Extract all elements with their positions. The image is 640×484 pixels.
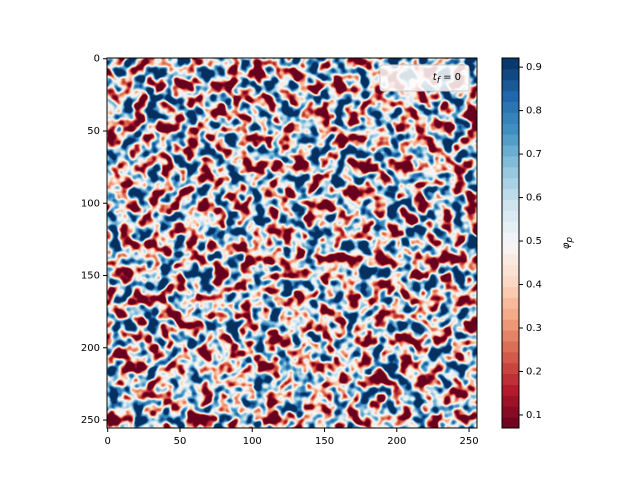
colorbar-band	[502, 166, 519, 179]
colorbar-band	[502, 330, 519, 342]
colorbar-band	[502, 243, 519, 255]
y-tick-label: 250	[81, 415, 100, 426]
colorbar-band	[502, 319, 519, 331]
colorbar-band	[502, 221, 519, 233]
colorbar-band	[502, 155, 519, 168]
colorbar-band	[502, 406, 519, 418]
colorbar-band	[502, 123, 519, 135]
colorbar-band	[502, 145, 519, 157]
legend-box	[379, 64, 470, 92]
colorbar-tick-label: 0.7	[526, 149, 542, 160]
colorbar-frame	[501, 57, 520, 429]
colorbar-band	[502, 362, 519, 375]
colorbar-band	[502, 373, 519, 385]
colorbar-tick-label: 0.6	[526, 193, 542, 204]
x-tick-label: 200	[387, 436, 406, 447]
colorbar-band	[502, 286, 519, 298]
colorbar-tick-label: 0.3	[526, 323, 542, 334]
colorbar-tick-label: 0.4	[526, 280, 542, 291]
colorbar-tick-label: 0.8	[526, 106, 542, 117]
heatmap-field	[107, 58, 477, 428]
colorbar-band	[502, 134, 519, 146]
colorbar-band	[502, 101, 519, 113]
colorbar-band	[502, 351, 519, 364]
colorbar-band	[502, 264, 519, 277]
x-tick-label: 150	[315, 436, 334, 447]
colorbar-band	[502, 297, 519, 309]
x-tick-label: 100	[243, 436, 262, 447]
colorbar-band	[502, 58, 519, 70]
colorbar-band	[502, 188, 519, 200]
y-tick-label: 0	[94, 54, 100, 65]
colorbar-band	[502, 68, 519, 81]
colorbar-band	[502, 340, 519, 353]
colorbar-band	[502, 384, 519, 396]
colorbar-band	[502, 275, 519, 288]
colorbar-band	[502, 112, 519, 124]
colorbar-label: φp	[561, 237, 575, 250]
axes-frame	[106, 57, 478, 429]
colorbar-tick-label: 0.1	[526, 410, 542, 421]
colorbar-band	[502, 253, 519, 266]
colorbar-tick-label: 0.2	[526, 366, 542, 377]
y-tick-label: 50	[87, 126, 100, 137]
colorbar-band	[502, 90, 519, 103]
colorbar-band	[502, 308, 519, 320]
colorbar-band	[502, 177, 519, 190]
colorbar-band	[502, 232, 519, 244]
y-tick-label: 100	[81, 198, 100, 209]
colorbar-band	[502, 395, 519, 407]
colorbar-tick-label: 0.5	[526, 236, 542, 247]
colorbar-band	[502, 79, 519, 92]
x-tick-label: 0	[105, 436, 111, 447]
colorbar-band	[502, 210, 519, 222]
y-tick-label: 200	[81, 343, 100, 354]
colorbar-band	[502, 199, 519, 211]
x-tick-label: 250	[460, 436, 479, 447]
colorbar-tick-label: 0.9	[526, 62, 542, 73]
legend-label: tf = 0	[433, 72, 461, 86]
y-tick-label: 150	[81, 271, 100, 282]
colorbar-band	[502, 417, 519, 429]
x-tick-label: 50	[174, 436, 187, 447]
